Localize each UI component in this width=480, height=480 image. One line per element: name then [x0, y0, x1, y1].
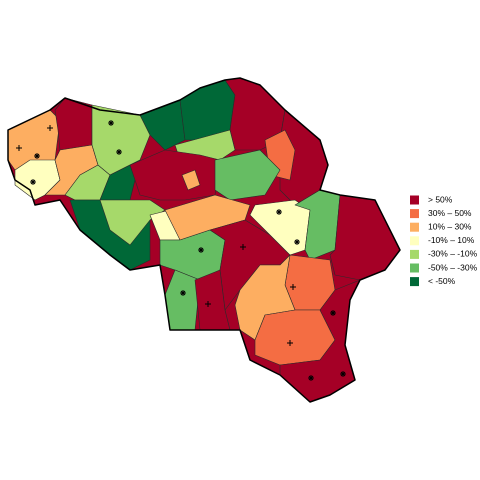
- region: [249, 199, 311, 256]
- region: [194, 269, 231, 331]
- asterisk-symbol: [30, 120, 346, 381]
- region: [329, 194, 401, 281]
- legend-swatch: [410, 277, 419, 287]
- region: [99, 199, 166, 246]
- region: [214, 149, 281, 201]
- legend-swatch: [410, 249, 419, 259]
- legend-label: 30% – 50%: [428, 208, 472, 218]
- legend: > 50% 30% – 50% 10% – 30% -10% – 10% -30% – …: [410, 194, 478, 287]
- significance-symbols: [16, 120, 346, 381]
- legend-label: < -50%: [428, 276, 456, 286]
- country-outline: [7, 77, 401, 403]
- legend-swatch: [410, 195, 419, 205]
- legend-label: 10% – 30%: [428, 221, 472, 231]
- legend-swatch: [410, 263, 419, 273]
- legend-swatch: [410, 209, 419, 219]
- legend-swatch: [410, 236, 419, 246]
- belgium-map: [7, 77, 401, 403]
- legend-swatch: [410, 222, 419, 232]
- legend-label: -30% – -10%: [428, 249, 478, 259]
- plus-symbol: [16, 125, 296, 346]
- legend-label: > 50%: [428, 194, 453, 204]
- legend-label: -10% – 10%: [428, 235, 475, 245]
- region: [181, 169, 201, 191]
- legend-label: -50% – -30%: [428, 262, 478, 272]
